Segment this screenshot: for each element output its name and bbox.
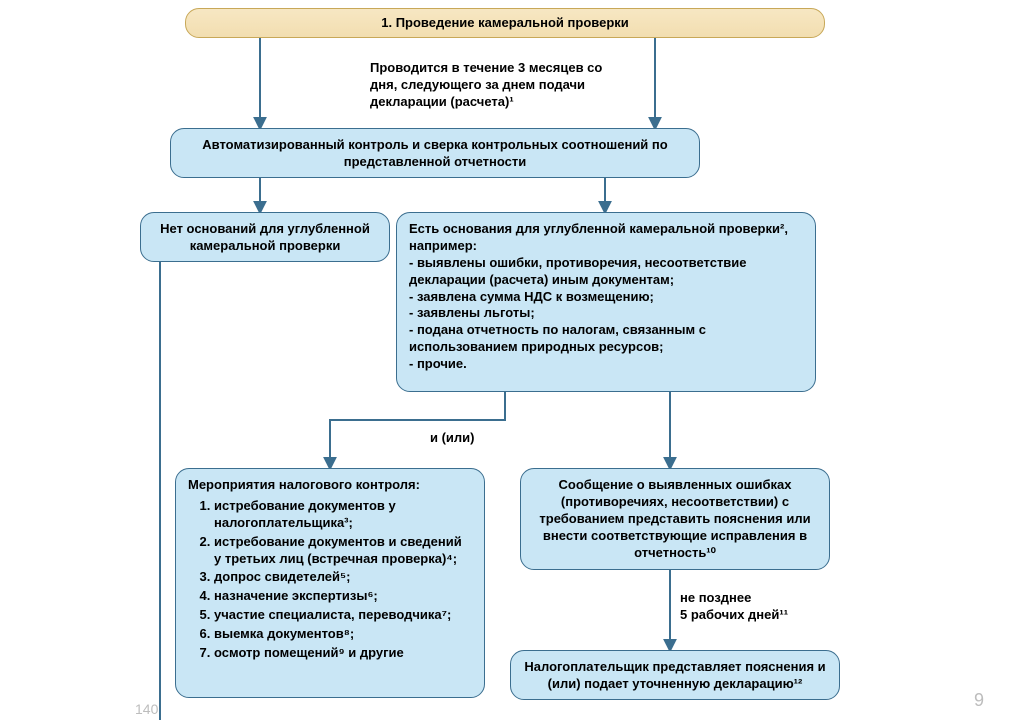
notice-box: Сообщение о выявленных ошибках (противор…: [520, 468, 830, 570]
title-text: 1. Проведение камеральной проверки: [381, 15, 629, 30]
activities-item: истребование документов у налогоплательщ…: [214, 498, 472, 532]
activities-item: назначение экспертизы⁶;: [214, 588, 472, 605]
activities-item: выемка документов⁸;: [214, 626, 472, 643]
yes-basis-bullet: - выявлены ошибки, противоречия, несоотв…: [409, 255, 803, 289]
yes-basis-lead: Есть основания для углубленной камеральн…: [409, 221, 803, 255]
auto-control-box: Автоматизированный контроль и сверка кон…: [170, 128, 700, 178]
response-box: Налогоплательщик представляет пояснения …: [510, 650, 840, 700]
no-basis-box: Нет оснований для углубленной камерально…: [140, 212, 390, 262]
yes-basis-bullet: - подана отчетность по налогам, связанны…: [409, 322, 803, 356]
activities-item: допрос свидетелей⁵;: [214, 569, 472, 586]
yes-basis-bullets: - выявлены ошибки, противоречия, несоотв…: [409, 255, 803, 373]
deadline-label: не позднее 5 рабочих дней¹¹: [680, 590, 788, 624]
yes-basis-bullet: - заявлены льготы;: [409, 305, 803, 322]
and-or-label: и (или): [430, 430, 475, 447]
no-basis-text: Нет оснований для углубленной камерально…: [160, 221, 370, 253]
auto-control-text: Автоматизированный контроль и сверка кон…: [202, 137, 667, 169]
yes-basis-bullet: - заявлена сумма НДС к возмещению;: [409, 289, 803, 306]
activities-lead: Мероприятия налогового контроля:: [188, 477, 472, 494]
activities-item: осмотр помещений⁹ и другие: [214, 645, 472, 662]
title-box: 1. Проведение камеральной проверки: [185, 8, 825, 38]
yes-basis-bullet: - прочие.: [409, 356, 803, 373]
notice-text: Сообщение о выявленных ошибках (противор…: [539, 477, 810, 560]
activities-list: истребование документов у налогоплательщ…: [188, 498, 472, 662]
yes-basis-box: Есть основания для углубленной камеральн…: [396, 212, 816, 392]
intro-text: Проводится в течение 3 месяцев со дня, с…: [370, 60, 630, 111]
diagram-canvas: 1. Проведение камеральной проверки Прово…: [0, 0, 1024, 723]
activities-box: Мероприятия налогового контроля: истребо…: [175, 468, 485, 698]
page-number-left: 140: [135, 701, 158, 717]
activities-item: участие специалиста, переводчика⁷;: [214, 607, 472, 624]
page-number-right: 9: [974, 690, 984, 711]
response-text: Налогоплательщик представляет пояснения …: [524, 659, 825, 691]
activities-item: истребование документов и сведений у тре…: [214, 534, 472, 568]
